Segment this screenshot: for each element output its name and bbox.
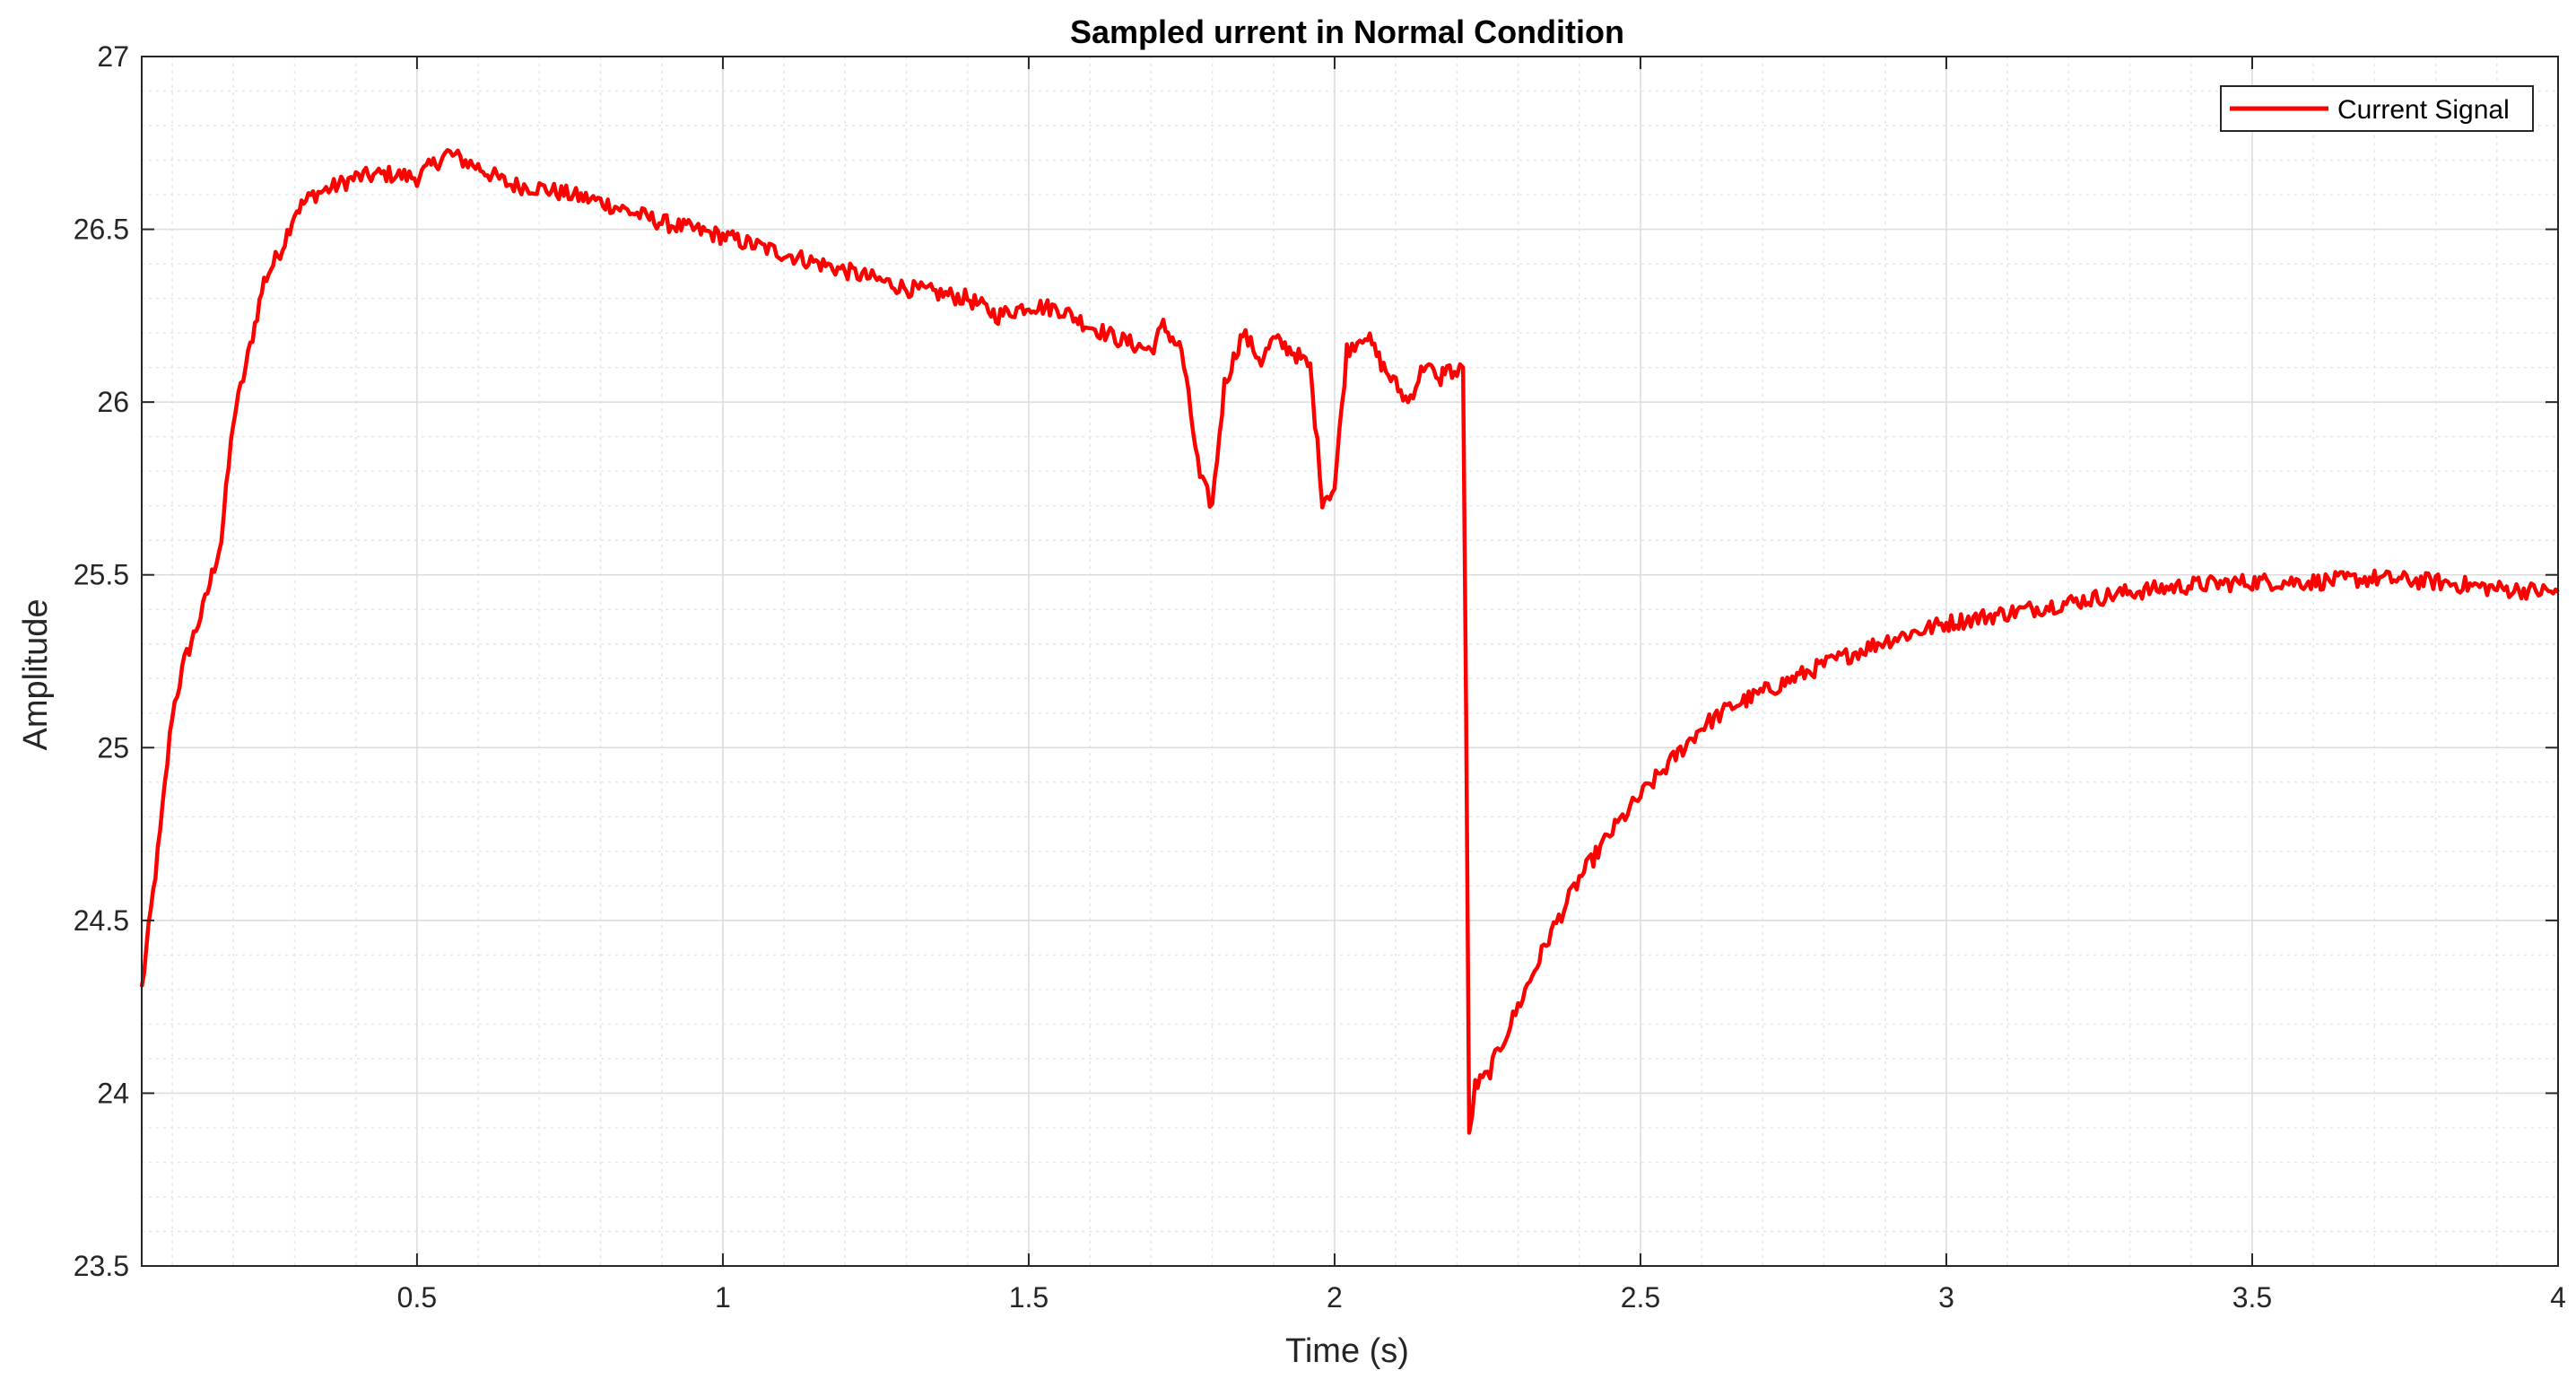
- legend-label-current-signal: Current Signal: [2337, 95, 2510, 125]
- y-tick-label: 27: [97, 40, 129, 73]
- y-axis-label: Amplitude: [17, 599, 55, 751]
- y-tick-labels: 23.5 24 24.5 25 25.5 26 26.5 27: [74, 40, 129, 1282]
- x-tick-label: 1.5: [1009, 1281, 1049, 1314]
- x-tick-labels: 0.5 1 1.5 2 2.5 3 3.5 4: [397, 1281, 2566, 1314]
- x-tick-label: 1: [715, 1281, 731, 1314]
- x-tick-label: 0.5: [397, 1281, 437, 1314]
- y-tick-label: 23.5: [74, 1250, 129, 1282]
- x-tick-label: 4: [2550, 1281, 2566, 1314]
- y-tick-label: 25.5: [74, 559, 129, 591]
- y-tick-label: 26.5: [74, 214, 129, 246]
- y-tick-label: 24.5: [74, 904, 129, 937]
- x-tick-label: 2.5: [1621, 1281, 1660, 1314]
- series-layer: [139, 148, 2560, 1135]
- y-tick-label: 25: [97, 731, 129, 764]
- chart-title: Sampled urrent in Normal Condition: [1070, 13, 1624, 50]
- y-tick-label: 24: [97, 1077, 129, 1109]
- x-tick-label: 2: [1327, 1281, 1343, 1314]
- series-line-current-signal: [139, 148, 2560, 1135]
- tick-marks: [142, 56, 2559, 1267]
- legend-box: [2220, 85, 2534, 132]
- x-tick-label: 3: [1938, 1281, 1954, 1314]
- x-tick-label: 3.5: [2232, 1281, 2272, 1314]
- axes-box: [141, 56, 2559, 1267]
- y-tick-label: 26: [97, 386, 129, 418]
- x-axis-label: Time (s): [1285, 1332, 1409, 1370]
- legend: Current Signal: [2220, 85, 2534, 132]
